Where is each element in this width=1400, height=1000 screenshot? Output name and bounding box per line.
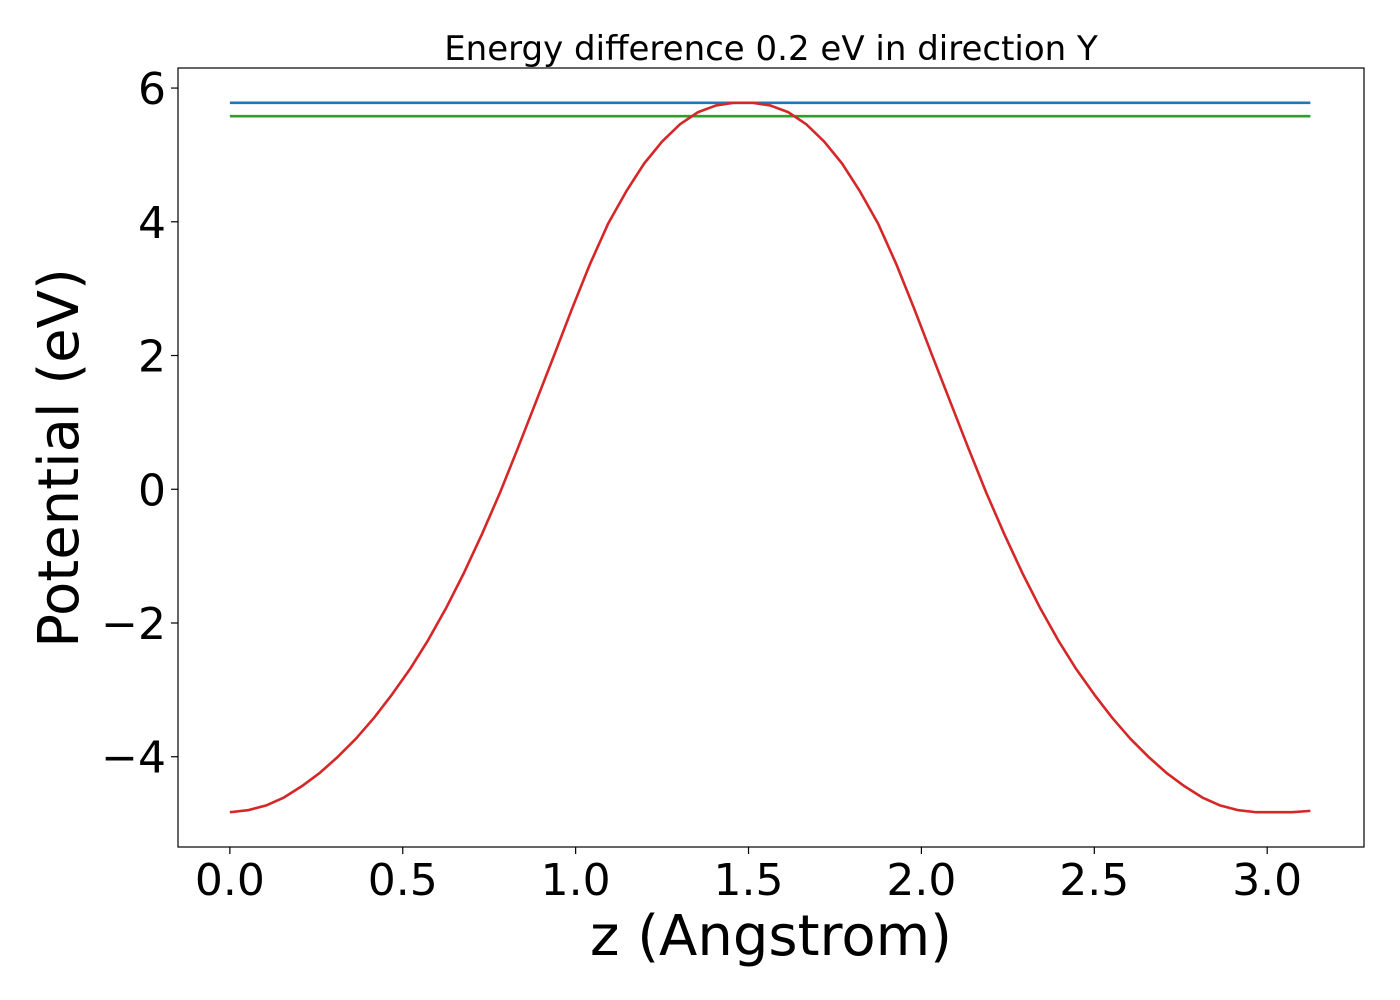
y-tick-label: −4 (101, 733, 166, 784)
x-tick-label: 3.0 (1232, 855, 1302, 906)
series-line-3 (229, 101, 1311, 814)
x-tick-label: 1.0 (541, 855, 611, 906)
y-axis-ticks: −4 −2 0 2 4 6 (101, 64, 178, 784)
y-tick-label: −2 (101, 599, 166, 650)
x-tick-label: 2.5 (1059, 855, 1129, 906)
chart-title: Energy difference 0.2 eV in direction Y (444, 29, 1098, 69)
series-layer (229, 101, 1311, 814)
y-axis-label: Potential (eV) (27, 268, 92, 648)
plot-frame (177, 67, 1365, 848)
x-axis-label: z (Angstrom) (590, 904, 952, 969)
y-tick-label: 0 (138, 465, 166, 516)
x-tick-label: 2.0 (886, 855, 956, 906)
y-tick-label: 2 (138, 332, 166, 383)
x-axis-ticks: 0.0 0.5 1.0 1.5 2.0 2.5 3.0 (195, 847, 1302, 906)
x-tick-label: 1.5 (714, 855, 784, 906)
y-tick-label: 4 (138, 198, 166, 249)
x-tick-label: 0.5 (368, 855, 438, 906)
x-tick-label: 0.0 (195, 855, 265, 906)
y-tick-label: 6 (138, 64, 166, 115)
